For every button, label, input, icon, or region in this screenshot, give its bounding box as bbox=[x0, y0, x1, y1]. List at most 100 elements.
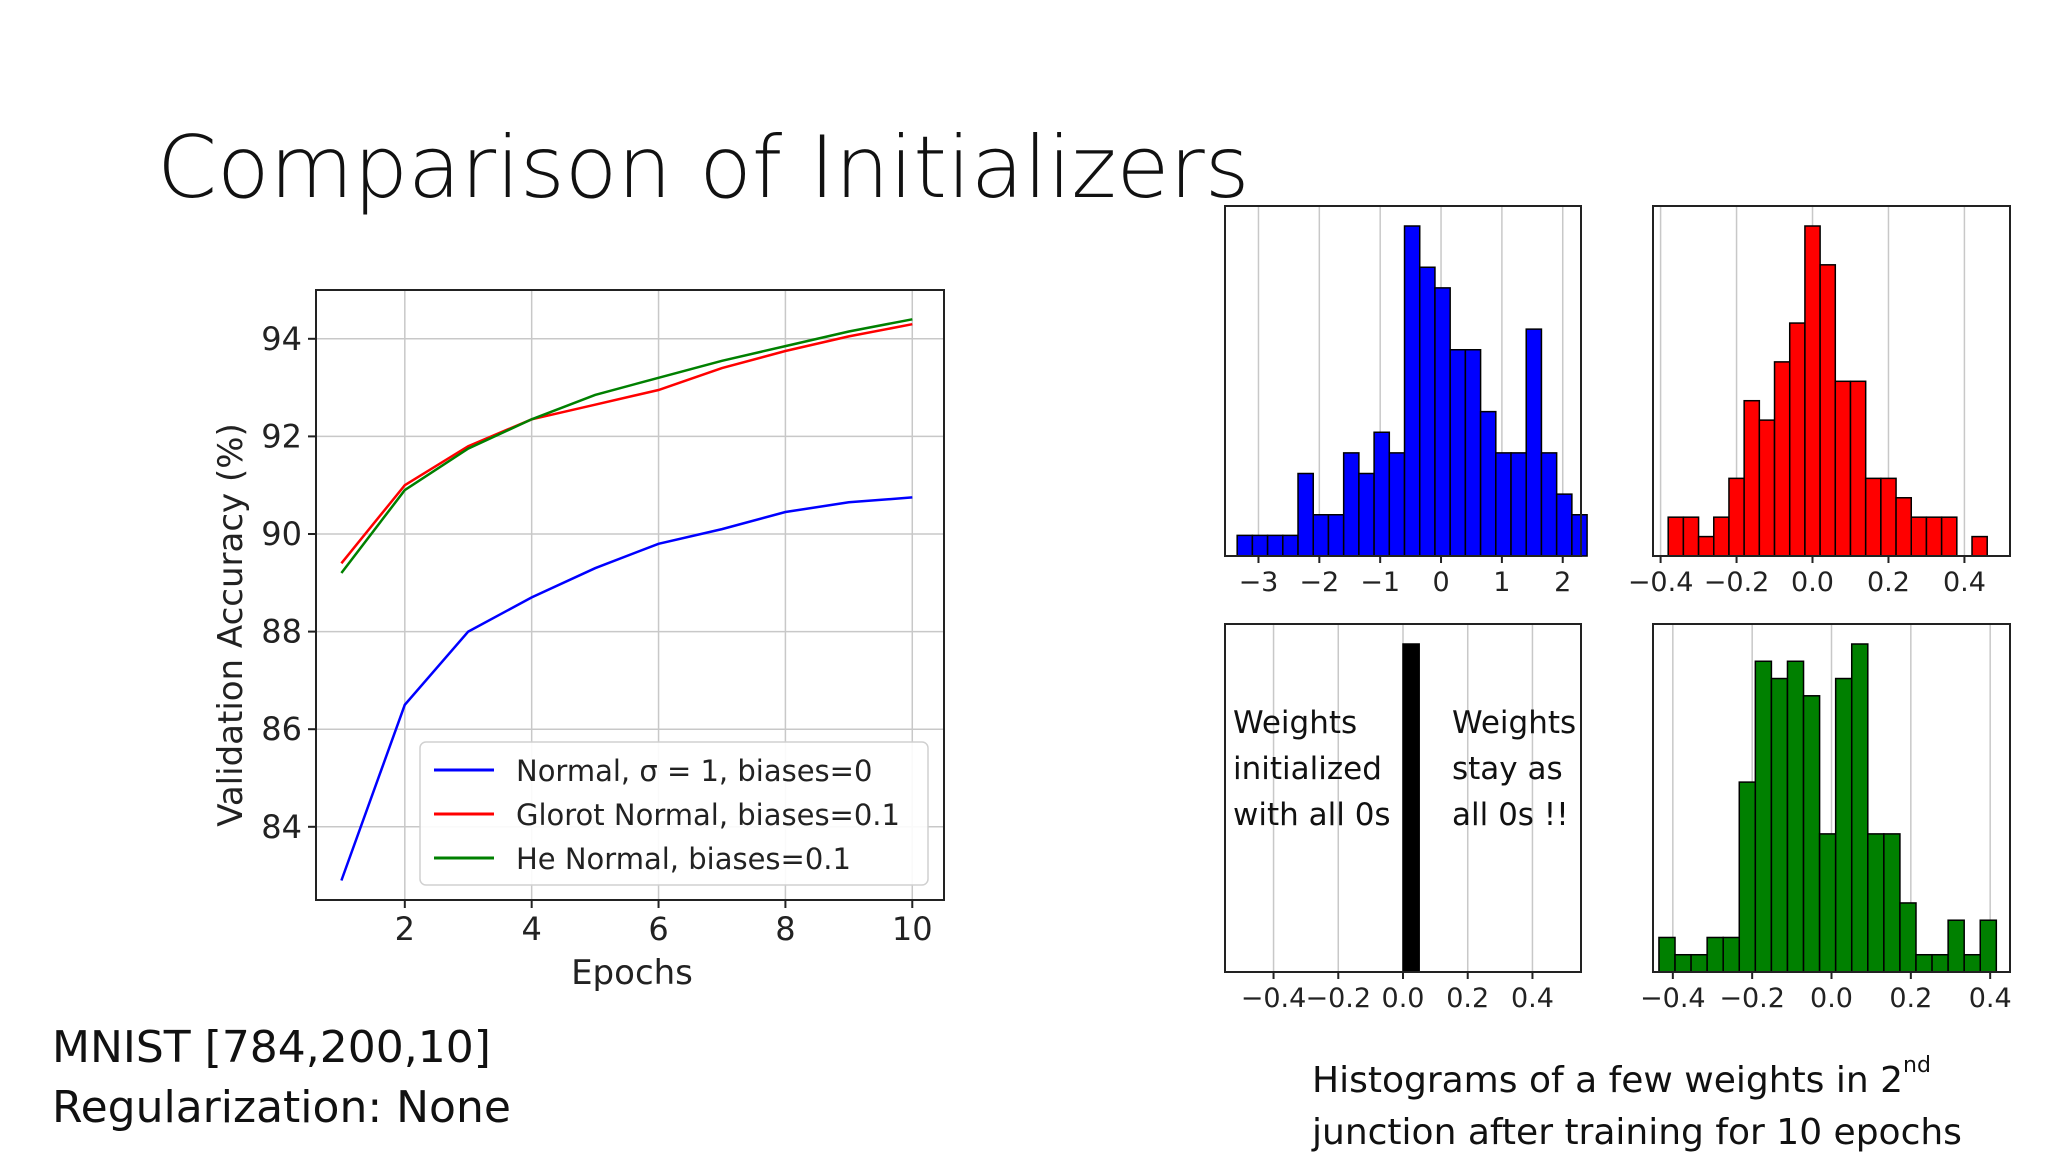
x-tick-label: −3 bbox=[1239, 567, 1279, 598]
histogram-bar bbox=[1880, 477, 1897, 557]
x-axis-label: Epochs bbox=[571, 953, 693, 993]
x-tick-label: 10 bbox=[892, 910, 933, 948]
line-chart: 2 4 6 8 10 84 86 88 90 92 94 Epochs Validation Accur… bbox=[211, 289, 945, 993]
y-tick-label: 88 bbox=[261, 613, 302, 651]
series-line bbox=[340, 496, 913, 881]
x-tick-label: 0.4 bbox=[1969, 983, 2012, 1014]
plot-frame bbox=[1224, 205, 1582, 557]
network-line: MNIST [784,200,10] bbox=[52, 1022, 491, 1073]
histogram-red: −0.4 −0.2 0.0 0.2 0.4 bbox=[1628, 205, 2011, 598]
histogram-bar bbox=[1403, 225, 1421, 557]
histogram-bar bbox=[1786, 660, 1805, 973]
histogram-caption: Histograms of a few weights in 2nd junct… bbox=[1312, 1040, 1962, 1159]
histogram-bar bbox=[1418, 266, 1436, 557]
histogram-bar bbox=[1373, 431, 1391, 557]
histogram-bar bbox=[1947, 919, 1965, 973]
series-line bbox=[340, 322, 913, 565]
histogram-bar bbox=[1867, 833, 1885, 973]
x-tick-label: −0.4 bbox=[1241, 983, 1307, 1014]
histogram-bar bbox=[1342, 452, 1360, 557]
legend-label: He Normal, biases=0.1 bbox=[516, 842, 851, 876]
histogram-bar bbox=[1690, 953, 1708, 973]
x-tick-label: 6 bbox=[648, 910, 668, 948]
y-tick-label: 92 bbox=[261, 417, 302, 455]
histogram-bar bbox=[1834, 677, 1853, 973]
legend-label: Glorot Normal, biases=0.1 bbox=[516, 798, 900, 832]
caption-text-line2: junction after training for 10 epochs bbox=[1312, 1112, 1962, 1153]
plot-frame bbox=[1652, 205, 2011, 557]
histogram-bar bbox=[1479, 410, 1497, 557]
histogram-zeros: −0.4 −0.2 0.0 0.2 0.4 bbox=[1224, 623, 1582, 1014]
histogram-bar bbox=[1697, 535, 1715, 557]
histogram-bar bbox=[1940, 516, 1958, 557]
histogram-bar bbox=[1899, 902, 1917, 973]
legend-label: Normal, σ = 1, biases=0 bbox=[516, 754, 872, 788]
histogram-bar bbox=[1963, 953, 1982, 973]
x-tick-label: 0.4 bbox=[1943, 567, 1986, 598]
x-tick-label: 4 bbox=[521, 910, 541, 948]
x-tick-label: −0.2 bbox=[1704, 567, 1770, 598]
histogram-bar bbox=[1571, 514, 1588, 557]
x-tick-label: −1 bbox=[1360, 567, 1400, 598]
histogram-bar bbox=[1770, 677, 1789, 973]
histogram-bar bbox=[1388, 452, 1406, 557]
histogram-bar bbox=[1706, 936, 1724, 973]
x-tick-label: −0.2 bbox=[1305, 983, 1371, 1014]
slide-title: Comparison of Initializers bbox=[157, 118, 1250, 218]
histogram-bar bbox=[1510, 452, 1527, 557]
zeros-right-line: stay as bbox=[1452, 751, 1563, 787]
histogram-bar bbox=[1434, 287, 1451, 557]
histogram-bar bbox=[1773, 361, 1791, 557]
caption-text: Histograms of a few weights in 2 bbox=[1312, 1060, 1904, 1101]
y-tick-label: 84 bbox=[261, 808, 302, 846]
histogram-bar bbox=[1743, 399, 1761, 557]
histogram-bar bbox=[1282, 534, 1299, 557]
zeros-left-line: with all 0s bbox=[1233, 797, 1391, 833]
histogram-bar bbox=[1464, 349, 1482, 557]
x-tick-label: −2 bbox=[1299, 567, 1339, 598]
histogram-bar bbox=[1804, 225, 1821, 557]
y-tick-label: 94 bbox=[261, 320, 302, 358]
histogram-bar bbox=[1682, 516, 1700, 557]
histogram-bar bbox=[1722, 936, 1741, 973]
y-tick-label: 86 bbox=[261, 710, 302, 748]
x-tick-label: −0.4 bbox=[1640, 983, 1706, 1014]
y-tick-label: 90 bbox=[261, 515, 302, 553]
histogram-green: −0.4 −0.2 0.0 0.2 0.4 bbox=[1640, 623, 2012, 1014]
histogram-bar bbox=[1495, 452, 1512, 557]
plot-frame bbox=[315, 289, 945, 901]
histogram-bar bbox=[1251, 534, 1269, 557]
zeros-left-line: Weights bbox=[1233, 705, 1358, 741]
histogram-bar bbox=[1834, 380, 1852, 557]
zeros-left-line: initialized bbox=[1233, 751, 1382, 787]
histogram-bar bbox=[1819, 264, 1837, 557]
x-tick-label: 0.0 bbox=[1791, 567, 1834, 598]
dataset-notes: MNIST [784,200,10] Regularization: None bbox=[52, 1018, 511, 1138]
zeros-right-text: Weights stay as all 0s !! bbox=[1452, 700, 1576, 838]
histogram-bar bbox=[1971, 535, 1988, 557]
histogram-bar bbox=[1266, 534, 1284, 557]
histogram-bar bbox=[1864, 477, 1882, 557]
histogram-bar bbox=[1738, 781, 1757, 973]
histogram-bar bbox=[1236, 534, 1254, 557]
histogram-bar bbox=[1931, 953, 1949, 973]
histogram-bar bbox=[1358, 472, 1375, 557]
histogram-bar bbox=[1895, 497, 1913, 557]
histogram-bar bbox=[1754, 660, 1773, 973]
histogram-bar bbox=[1915, 953, 1933, 973]
x-tick-label: 0.2 bbox=[1867, 567, 1910, 598]
histogram-bar bbox=[1849, 380, 1867, 557]
histogram-bar bbox=[1402, 643, 1420, 973]
histogram-bar bbox=[1555, 493, 1573, 557]
x-tick-label: −0.2 bbox=[1719, 983, 1785, 1014]
histogram-bar bbox=[1758, 419, 1776, 557]
x-tick-label: 8 bbox=[775, 910, 795, 948]
histogram-bar bbox=[1713, 516, 1730, 557]
zeros-right-line: all 0s !! bbox=[1452, 797, 1569, 833]
histogram-bar bbox=[1297, 472, 1314, 557]
x-tick-label: 0.0 bbox=[1382, 983, 1425, 1014]
x-tick-label: 1 bbox=[1493, 567, 1510, 598]
histogram-bar bbox=[1850, 643, 1869, 973]
histogram-bar bbox=[1910, 516, 1928, 557]
